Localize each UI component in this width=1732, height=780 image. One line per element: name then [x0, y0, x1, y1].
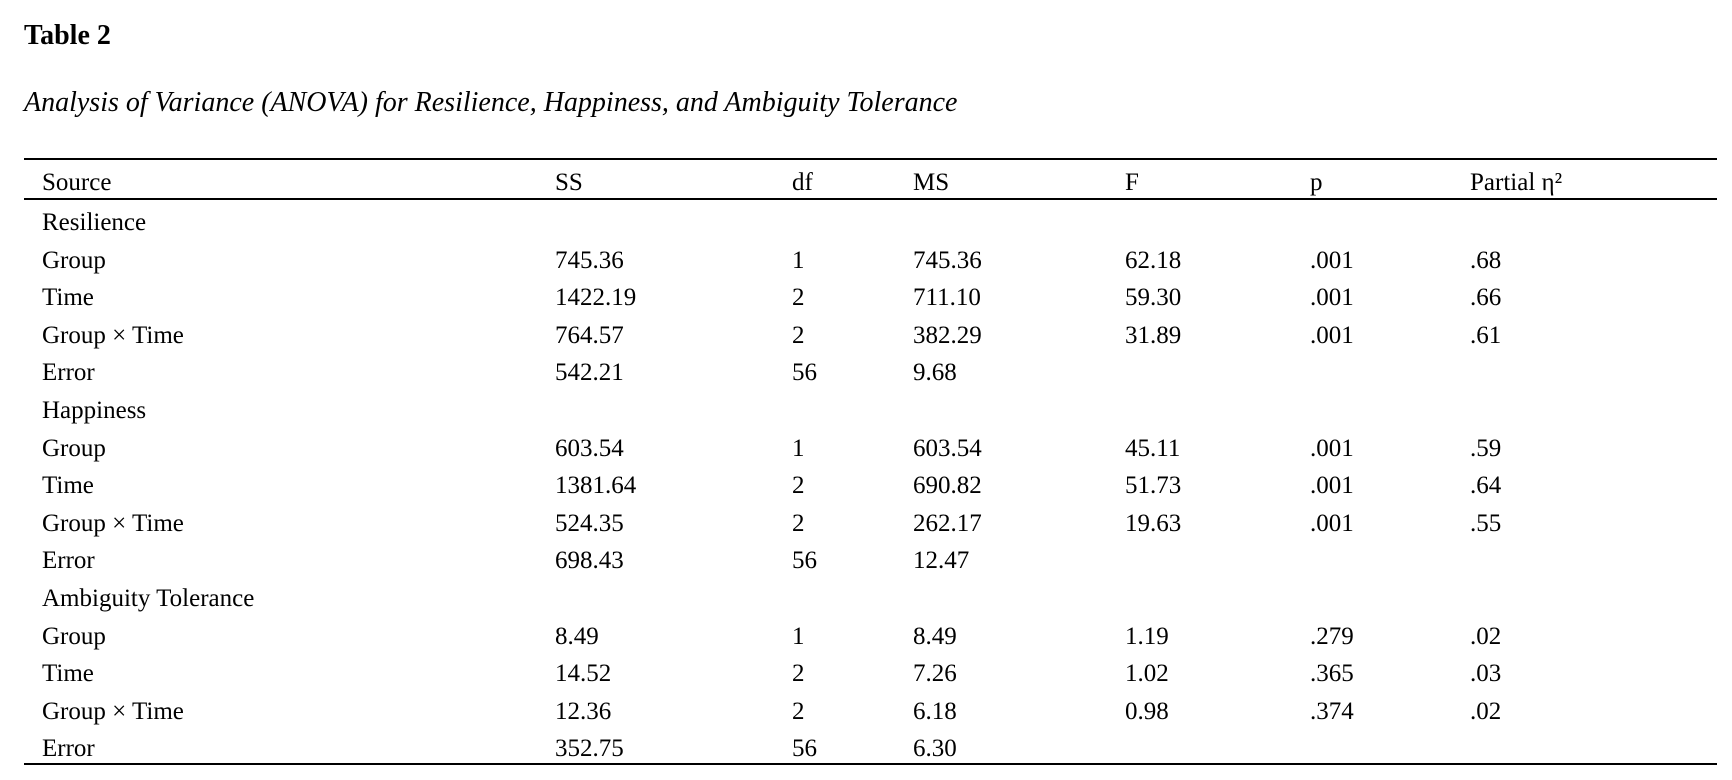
column-header-f: F — [1125, 169, 1139, 196]
table-cell-eta: .55 — [1470, 510, 1502, 537]
table-cell-eta: .61 — [1470, 322, 1502, 349]
table-cell-p: .001 — [1310, 435, 1354, 462]
table-cell-source: Group × Time — [42, 510, 184, 537]
table-cell-ms: 745.36 — [913, 247, 982, 274]
column-header-p: p — [1310, 169, 1323, 196]
table-cell-df: 1 — [792, 247, 805, 274]
table-cell-ss: 542.21 — [555, 359, 624, 386]
table-cell-ms: 603.54 — [913, 435, 982, 462]
column-header-ss: SS — [555, 169, 583, 196]
table-cell-eta: .64 — [1470, 472, 1502, 499]
table-cell-p: .001 — [1310, 322, 1354, 349]
table-cell-source: Group × Time — [42, 322, 184, 349]
table-cell-eta: .66 — [1470, 284, 1502, 311]
table-cell-df: 56 — [792, 547, 817, 574]
table-cell-df: 56 — [792, 735, 817, 762]
table-cell-ms: 262.17 — [913, 510, 982, 537]
table-cell-p: .365 — [1310, 660, 1354, 687]
table-cell-ss: 12.36 — [555, 698, 612, 725]
table-cell-ms: 6.18 — [913, 698, 957, 725]
table-cell-ss: 1422.19 — [555, 284, 637, 311]
table-cell-source: Group — [42, 247, 106, 274]
table-cell-source: Time — [42, 472, 94, 499]
top-rule — [24, 158, 1717, 160]
table-cell-ss: 352.75 — [555, 735, 624, 762]
column-header-source: Source — [42, 169, 112, 196]
table-cell-df: 1 — [792, 623, 805, 650]
table-cell-source: Group × Time — [42, 698, 184, 725]
table-cell-ss: 14.52 — [555, 660, 612, 687]
table-cell-source: Group — [42, 623, 106, 650]
table-cell-ss: 8.49 — [555, 623, 599, 650]
table-cell-f: 51.73 — [1125, 472, 1182, 499]
table-cell-df: 1 — [792, 435, 805, 462]
table-cell-p: .279 — [1310, 623, 1354, 650]
table-cell-ms: 7.26 — [913, 660, 957, 687]
table-label: Table 2 — [24, 20, 111, 51]
table-cell-source: Error — [42, 359, 95, 386]
table-cell-ms: 711.10 — [913, 284, 981, 311]
table-cell-source: Time — [42, 660, 94, 687]
table-cell-df: 2 — [792, 472, 805, 499]
table-cell-df: 2 — [792, 322, 805, 349]
table-cell-ms: 8.49 — [913, 623, 957, 650]
column-header-ms: MS — [913, 169, 950, 196]
table-cell-ms: 6.30 — [913, 735, 957, 762]
header-rule — [24, 198, 1717, 200]
table-cell-source: Error — [42, 735, 95, 762]
table-cell-f: 45.11 — [1125, 435, 1181, 462]
table-cell-p: .374 — [1310, 698, 1354, 725]
table-cell-df: 2 — [792, 510, 805, 537]
table-cell-ms: 12.47 — [913, 547, 970, 574]
table-cell-p: .001 — [1310, 472, 1354, 499]
table-cell-p: .001 — [1310, 510, 1354, 537]
table-cell-f: 0.98 — [1125, 698, 1169, 725]
bottom-rule — [24, 763, 1717, 765]
table-cell-source: Error — [42, 547, 95, 574]
table-cell-ss: 1381.64 — [555, 472, 637, 499]
table-cell-p: .001 — [1310, 247, 1354, 274]
table-cell-df: 56 — [792, 359, 817, 386]
table-cell-df: 2 — [792, 284, 805, 311]
section-heading: Resilience — [42, 209, 147, 236]
table-cell-ss: 524.35 — [555, 510, 624, 537]
table-cell-ms: 9.68 — [913, 359, 957, 386]
column-header-eta: Partial η² — [1470, 169, 1563, 196]
table-cell-ms: 690.82 — [913, 472, 982, 499]
table-cell-ms: 382.29 — [913, 322, 982, 349]
table-cell-eta: .59 — [1470, 435, 1502, 462]
table-cell-eta: .02 — [1470, 698, 1502, 725]
table-cell-ss: 603.54 — [555, 435, 624, 462]
table-cell-source: Group — [42, 435, 106, 462]
table-cell-f: 19.63 — [1125, 510, 1182, 537]
table-cell-df: 2 — [792, 660, 805, 687]
table-cell-df: 2 — [792, 698, 805, 725]
table-cell-ss: 698.43 — [555, 547, 624, 574]
section-heading: Ambiguity Tolerance — [42, 585, 255, 612]
table-cell-f: 1.02 — [1125, 660, 1169, 687]
table-cell-f: 31.89 — [1125, 322, 1182, 349]
table-cell-ss: 764.57 — [555, 322, 624, 349]
table-cell-f: 59.30 — [1125, 284, 1182, 311]
table-cell-ss: 745.36 — [555, 247, 624, 274]
table-cell-eta: .03 — [1470, 660, 1502, 687]
section-heading: Happiness — [42, 397, 147, 424]
table-cell-p: .001 — [1310, 284, 1354, 311]
table-cell-f: 62.18 — [1125, 247, 1182, 274]
column-header-df: df — [792, 169, 813, 196]
table-cell-eta: .68 — [1470, 247, 1502, 274]
table-cell-source: Time — [42, 284, 94, 311]
table-title: Analysis of Variance (ANOVA) for Resilie… — [24, 87, 958, 118]
table-cell-eta: .02 — [1470, 623, 1502, 650]
table-cell-f: 1.19 — [1125, 623, 1169, 650]
